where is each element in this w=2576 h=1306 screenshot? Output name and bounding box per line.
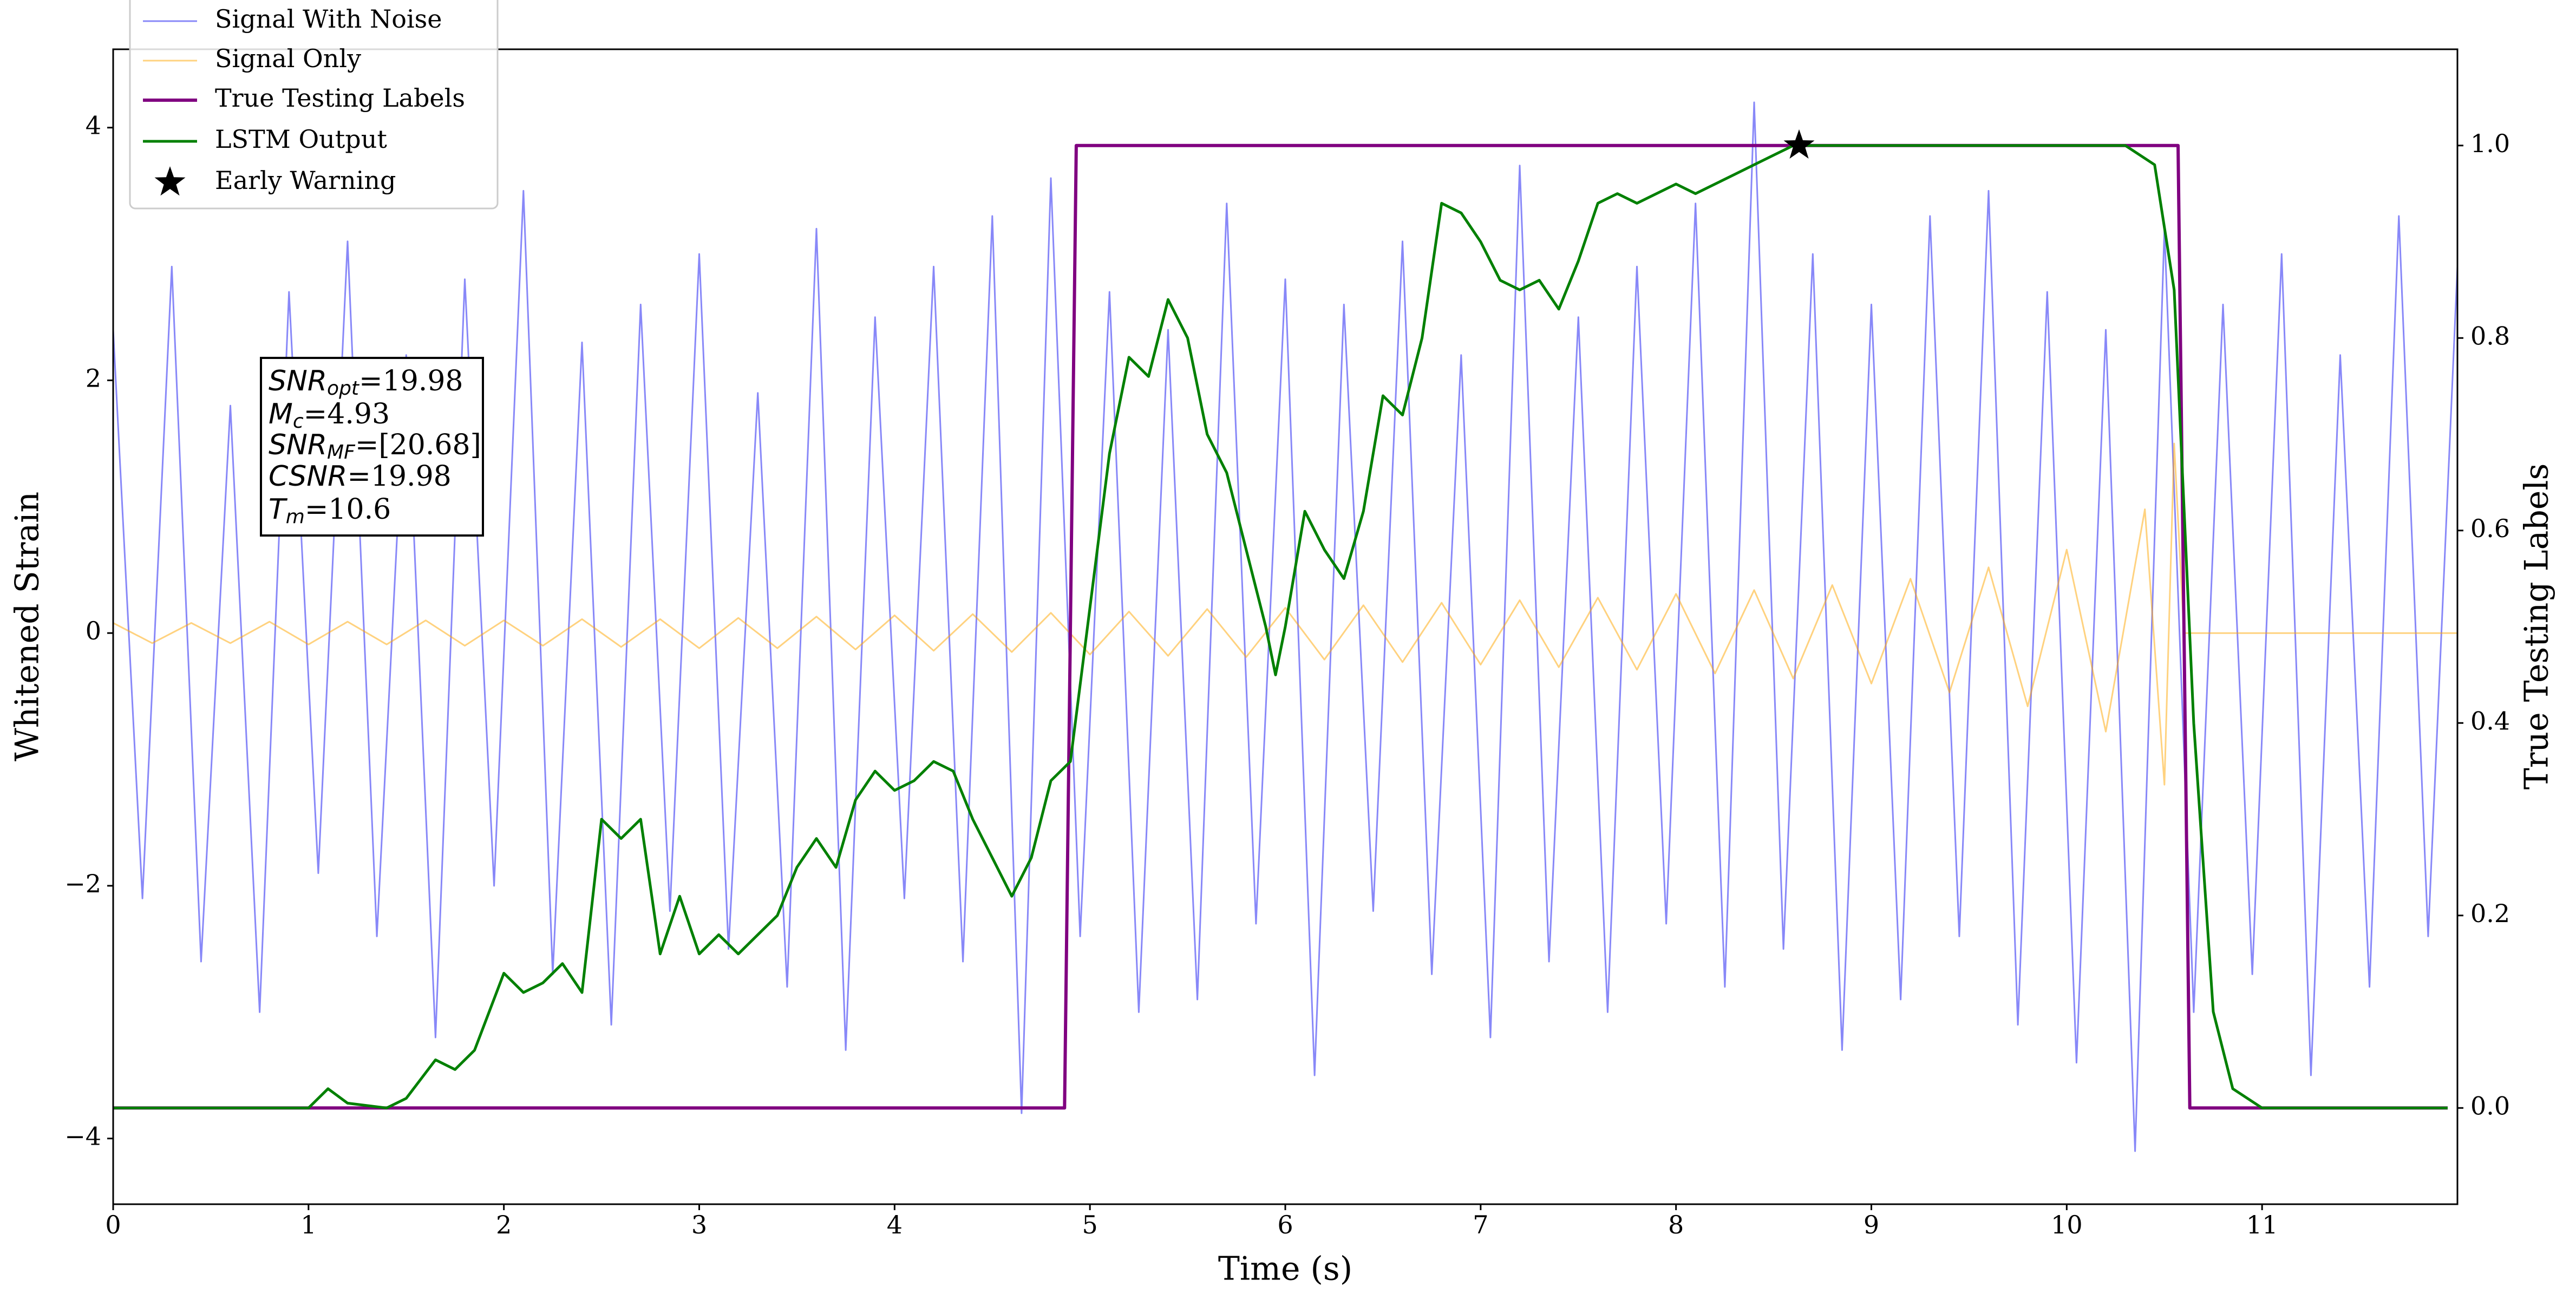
y2-tick-label: 1.0 xyxy=(2470,129,2510,158)
legend-marker xyxy=(154,166,186,196)
x-tick-label: 10 xyxy=(2051,1210,2083,1239)
y-tick-label: 0 xyxy=(86,616,101,645)
legend-label: LSTM Output xyxy=(215,125,387,154)
annotation-symbol: CSNR xyxy=(269,460,347,493)
y-tick-label: 4 xyxy=(86,111,101,140)
annotation-symbol: SNR xyxy=(269,365,327,397)
y-tick-label: 2 xyxy=(86,363,101,393)
legend-label: Signal With Noise xyxy=(215,4,442,34)
y2-tick-label: 0.8 xyxy=(2470,321,2510,350)
legend-label: Signal Only xyxy=(215,44,361,73)
annotation-value: =10.6 xyxy=(305,493,391,526)
x-tick-label: 5 xyxy=(1082,1210,1098,1239)
annotation-subscript: m xyxy=(286,506,305,528)
series-line xyxy=(113,143,2448,1110)
annotation-symbol: T xyxy=(269,493,288,526)
annotation-value: =19.98 xyxy=(359,365,463,397)
x-tick-label: 7 xyxy=(1473,1210,1488,1239)
x-axis-label: Time (s) xyxy=(1218,1250,1352,1288)
early-warning-marker xyxy=(1783,129,1815,159)
series-line xyxy=(113,144,2448,1109)
annotation-value: =4.93 xyxy=(304,398,390,430)
series-line xyxy=(113,101,2457,1152)
annotation-line: Mc=4.93 xyxy=(269,398,390,433)
annotation-line: SNRMF=[20.68] xyxy=(269,429,481,464)
annotation-value: =[20.68] xyxy=(355,429,481,461)
x-tick-label: 0 xyxy=(105,1210,121,1239)
annotation-value: =19.98 xyxy=(347,460,451,493)
y2-axis-label: True Testing Labels xyxy=(2518,463,2556,790)
annotation-box xyxy=(260,357,484,537)
x-tick-label: 4 xyxy=(887,1210,903,1239)
annotation-subscript: MF xyxy=(327,441,356,463)
y2-tick-label: 0.0 xyxy=(2470,1091,2510,1120)
legend: Signal With Noise Signal Only True Testing… xyxy=(129,0,499,210)
y-tick-label: −4 xyxy=(64,1122,101,1151)
x-tick-label: 3 xyxy=(691,1210,707,1239)
y2-tick-label: 0.2 xyxy=(2470,899,2510,928)
y-axis-label: Whitened Strain xyxy=(9,492,47,761)
annotation-symbol: M xyxy=(269,398,293,430)
x-tick-label: 9 xyxy=(1864,1210,1879,1239)
y-tick-label: −2 xyxy=(64,869,101,898)
x-tick-label: 2 xyxy=(496,1210,512,1239)
x-tick-label: 8 xyxy=(1668,1210,1684,1239)
series-line xyxy=(113,442,2457,786)
x-tick-label: 11 xyxy=(2246,1210,2278,1239)
annotation-line: SNRopt=19.98 xyxy=(269,365,463,400)
plot-area xyxy=(113,101,2457,1152)
legend-label: True Testing Labels xyxy=(215,83,465,113)
x-tick-label: 6 xyxy=(1277,1210,1293,1239)
x-tick-label: 1 xyxy=(300,1210,316,1239)
annotation-line: CSNR=19.98 xyxy=(269,460,452,493)
y2-tick-label: 0.6 xyxy=(2470,514,2510,543)
legend-box xyxy=(129,0,499,210)
annotation-line: Tm=10.6 xyxy=(269,493,391,528)
legend-label: Early Warning xyxy=(215,166,396,195)
y2-tick-label: 0.4 xyxy=(2470,706,2510,735)
annotation-subscript: opt xyxy=(327,377,360,400)
annotation: SNRopt=19.98Mc=4.93SNRMF=[20.68]CSNR=19.… xyxy=(260,357,484,537)
annotation-symbol: SNR xyxy=(269,429,327,461)
annotation-subscript: c xyxy=(293,410,304,433)
